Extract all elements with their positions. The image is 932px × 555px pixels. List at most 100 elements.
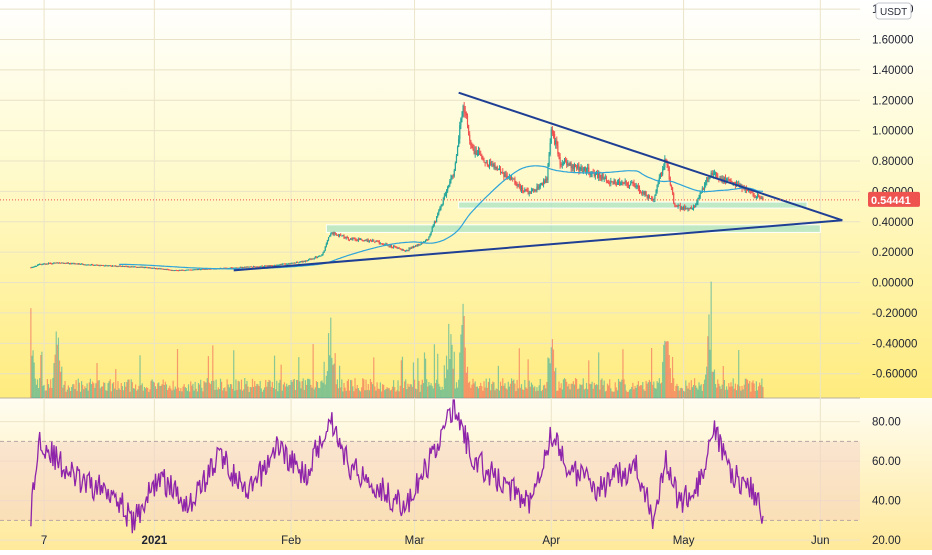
candle-body [598, 172, 600, 178]
candle-body [184, 270, 186, 272]
candle-body [525, 189, 527, 191]
candle-body [270, 265, 272, 267]
volume-bar [294, 390, 297, 398]
candle-body [182, 269, 184, 271]
candle-body [133, 266, 136, 268]
candle-body [732, 182, 734, 184]
volume-bar [561, 389, 563, 398]
volume-bar [406, 389, 408, 398]
volume-bar [99, 388, 101, 398]
candle-body [250, 266, 252, 268]
volume-bar [559, 387, 561, 398]
volume-bar [176, 349, 179, 398]
volume-bar [315, 381, 318, 398]
candle-body [82, 263, 84, 265]
volume-bar [520, 384, 523, 398]
volume-bar [162, 379, 164, 398]
candle-body [515, 183, 517, 185]
candle-body [514, 178, 516, 184]
candle-body [235, 267, 237, 269]
candle-body [686, 208, 688, 210]
volume-bar [441, 386, 443, 398]
candle-body [121, 266, 123, 268]
volume-bar [314, 387, 316, 398]
volume-bar [348, 390, 351, 398]
candle-body [538, 187, 540, 189]
candle-body [420, 242, 422, 245]
candle-body [73, 263, 75, 265]
volume-bar [393, 380, 395, 398]
volume-bar [462, 303, 464, 398]
candle-body [154, 268, 157, 270]
volume-bar [69, 390, 72, 398]
volume-bar [175, 388, 178, 398]
candle-body [464, 111, 466, 114]
candle-body [707, 177, 709, 179]
volume-bar [630, 389, 632, 398]
candle-body [204, 268, 206, 270]
volume-bar [71, 386, 73, 398]
volume-bar [92, 381, 94, 398]
candle-body [308, 259, 310, 261]
volume-bar [275, 389, 277, 398]
candle-body [364, 239, 366, 242]
volume-bar [416, 389, 418, 398]
candle-body [460, 118, 462, 126]
volume-bar [724, 389, 727, 398]
volume-bar [301, 381, 303, 398]
volume-bar [118, 388, 120, 398]
candle-body [146, 267, 148, 269]
volume-bar [201, 387, 203, 398]
volume-bar [443, 365, 445, 398]
candle-body [496, 166, 498, 170]
volume-bar [35, 384, 37, 398]
candle-body [713, 173, 716, 175]
volume-bar [452, 368, 454, 398]
candle-body [462, 105, 464, 116]
volume-bar [309, 379, 311, 398]
candle-body [52, 263, 54, 265]
candle-body [380, 243, 383, 245]
candle-body [658, 177, 660, 182]
candle-body [394, 246, 396, 248]
candle-body [581, 167, 583, 172]
candle-body [608, 182, 610, 184]
candle-body [359, 239, 362, 241]
candle-body [299, 261, 301, 263]
candle-body [43, 263, 45, 265]
volume-bar [552, 349, 555, 398]
candle-body [556, 140, 558, 146]
candle-body [755, 197, 757, 199]
volume-bar [77, 378, 79, 398]
candle-body [634, 185, 636, 187]
volume-bar [185, 388, 187, 398]
volume-bar [692, 385, 695, 398]
candle-body [671, 187, 674, 194]
volume-bar [171, 390, 173, 398]
volume-bar [223, 388, 225, 398]
candle-body [431, 227, 433, 232]
volume-bar [745, 378, 748, 398]
volume-bar [388, 387, 390, 398]
volume-bar [694, 378, 696, 398]
volume-bar [680, 387, 682, 398]
currency-selector[interactable]: USDT [875, 2, 912, 20]
candle-body [418, 244, 420, 246]
volume-bar [258, 386, 260, 398]
candle-body [701, 188, 703, 193]
price-tick-label: 1.00000 [872, 126, 914, 138]
volume-bar [453, 351, 455, 398]
volume-bar [503, 385, 505, 398]
candle-body [426, 239, 428, 241]
volume-bar [668, 355, 670, 398]
candle-body [282, 263, 284, 265]
candle-body [611, 181, 613, 183]
volume-bar [190, 381, 192, 398]
candle-body [622, 181, 624, 184]
volume-bar [574, 378, 577, 398]
volume-bar [157, 383, 159, 398]
candle-body [493, 164, 495, 167]
candle-body [454, 163, 456, 171]
